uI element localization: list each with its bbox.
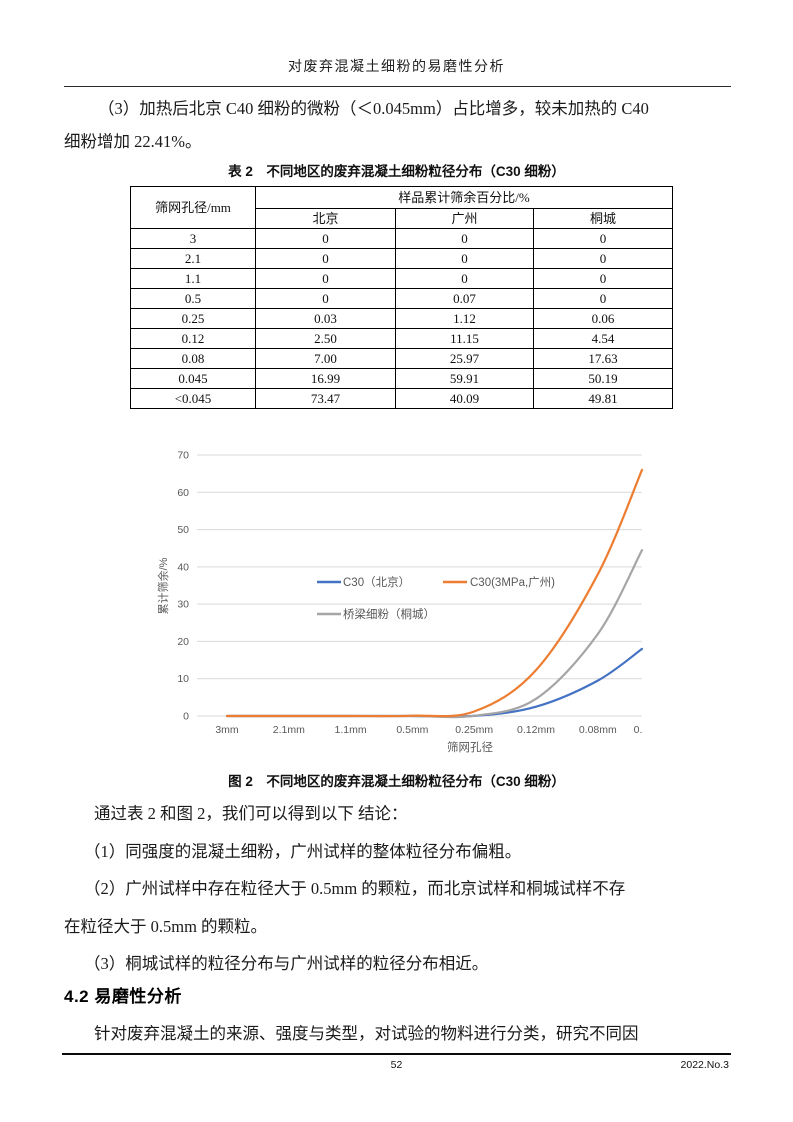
y-tick-label: 0 (183, 711, 189, 723)
x-tick-label: 0.12mm (517, 724, 555, 736)
table-cell: 17.63 (532, 348, 674, 369)
conclusions-paragraphs: 通过表 2 和图 2，我们可以得到以下 结论： （1）同强度的混凝土细粉，广州试样… (64, 795, 733, 983)
table-row: 0.045 16.99 59.91 50.19 (130, 368, 674, 389)
text-line: 针对废弃混凝土的来源、强度与类型，对试验的物料进行分类，研究不同因 (94, 1024, 639, 1043)
table-cell: 0.5 (130, 288, 256, 309)
intro-paragraph: （3）加热后北京 C40 细粉的微粉（＜0.045mm）占比增多，较未加热的 C… (64, 92, 733, 158)
table-row: 2.1 0 0 0 (130, 248, 674, 269)
table-cell: 16.99 (255, 368, 396, 389)
y-tick-label: 50 (177, 524, 189, 536)
table-row: 0.12 2.50 11.15 4.54 (130, 328, 674, 349)
table-cell: 4.54 (532, 328, 674, 349)
x-tick-label: 0.5mm (396, 724, 428, 736)
section-heading: 4.2 易磨性分析 (64, 987, 182, 1006)
column-header-city: 广州 (395, 208, 534, 229)
table-cell: 0 (255, 288, 396, 309)
text-line: 在粒径大于 0.5mm 的颗粒。 (64, 916, 268, 936)
y-axis-title: 累计筛余/% (156, 557, 170, 614)
x-tick-label: 2.1mm (273, 724, 305, 736)
table-cell: 0 (255, 228, 396, 249)
table-cell: 11.15 (395, 328, 534, 349)
table-cell: 49.81 (532, 388, 674, 409)
table-row: 0.08 7.00 25.97 17.63 (130, 348, 674, 369)
table-cell: 0.06 (532, 308, 674, 329)
column-header-city: 北京 (255, 208, 396, 229)
table-cell: 2.1 (130, 248, 256, 269)
column-group-header: 样品累计筛余百分比/% (254, 186, 674, 209)
table-cell: 0.045 (130, 368, 256, 389)
running-header-title: 对废弃混凝土细粉的易磨性分析 (288, 60, 505, 75)
column-header-sieve-size: 筛网孔径/mm (130, 186, 256, 229)
table-cell: 2.50 (255, 328, 396, 349)
table-cell: 0 (532, 268, 674, 289)
particle-size-line-chart: 0 10 20 30 40 50 60 70 3mm 2.1mm 1.1mm 0.5mm 0.25mm 0… (156, 450, 644, 754)
page-number: 52 (390, 1059, 403, 1071)
table-cell: 73.47 (255, 388, 396, 409)
issue-label: 2022.No.3 (680, 1059, 729, 1071)
text-line: （2）广州试样中存在粒径大于 0.5mm 的颗粒，而北京试样和桐城试样不存 (84, 879, 626, 899)
table-cell: 0 (395, 228, 534, 249)
x-tick-label: 0.08mm (579, 724, 617, 736)
table-cell: 1.1 (130, 268, 256, 289)
table-cell: 0 (255, 268, 396, 289)
legend-label: 桥梁细粉（桐城） (343, 607, 435, 621)
text-line: 细粉增加 22.41%。 (64, 132, 202, 151)
table-cell: 59.91 (395, 368, 534, 389)
table-cell: 0 (532, 288, 674, 309)
y-tick-label: 30 (177, 599, 189, 611)
text-line: （3）桐城试样的粒径分布与广州试样的粒径分布相近。 (84, 954, 489, 974)
table-cell: 0.08 (130, 348, 256, 369)
column-header-city: 桐城 (532, 208, 674, 229)
table-cell: 0.12 (130, 328, 256, 349)
table-cell: 50.19 (532, 368, 674, 389)
series-line-1 (225, 468, 644, 718)
x-tick-label: 0.25mm (455, 724, 493, 736)
particle-size-table: 筛网孔径/mm 样品累计筛余百分比/% 北京 广州 桐城 3 0 0 0 2.1 0 0 0 1.1 0 0 0… (130, 186, 674, 409)
header-rule (64, 86, 731, 87)
table-cell: <0.045 (130, 388, 256, 409)
y-tick-label: 20 (177, 636, 189, 648)
y-tick-label: 70 (177, 450, 189, 462)
legend-label: C30(3MPa,广州) (470, 576, 555, 589)
x-tick-label: 1.1mm (335, 724, 367, 736)
footer-rule (62, 1053, 731, 1055)
table-caption: 表 2 不同地区的废弃混凝土细粉粒径分布（C30 细粉） (228, 164, 565, 179)
table-cell: 0.07 (395, 288, 534, 309)
table-row: 1.1 0 0 0 (130, 268, 674, 289)
x-tick-label: 0. (634, 724, 643, 736)
table-cell: 40.09 (395, 388, 534, 409)
y-tick-label: 60 (177, 487, 189, 499)
table-row: <0.045 73.47 40.09 49.81 (130, 388, 674, 409)
table-cell: 7.00 (255, 348, 396, 369)
table-cell: 1.12 (395, 308, 534, 329)
body-paragraph: 针对废弃混凝土的来源、强度与类型，对试验的物料进行分类，研究不同因 (64, 1017, 733, 1050)
table-cell: 0.03 (255, 308, 396, 329)
figure-caption: 图 2 不同地区的废弃混凝土细粉粒径分布（C30 细粉） (228, 774, 565, 789)
table-cell: 0 (395, 248, 534, 269)
text-line: （1）同强度的混凝土细粉，广州试样的整体粒径分布偏粗。 (84, 841, 522, 861)
table-cell: 0.25 (130, 308, 256, 329)
table-cell: 25.97 (395, 348, 534, 369)
table-cell: 0 (532, 228, 674, 249)
x-tick-label: 3mm (215, 724, 239, 736)
text-line: （3）加热后北京 C40 细粉的微粉（＜0.045mm）占比增多，较未加热的 C… (98, 99, 649, 118)
legend-label: C30（北京） (343, 575, 410, 589)
series-line-2 (225, 549, 644, 719)
series-line-0 (225, 647, 644, 718)
table-cell: 3 (130, 228, 256, 249)
table-row: 0.5 0 0.07 0 (130, 288, 674, 309)
text-line: 通过表 2 和图 2，我们可以得到以下 结论： (94, 804, 408, 823)
table-cell: 0 (255, 248, 396, 269)
y-tick-label: 10 (177, 673, 189, 685)
table-cell: 0 (532, 248, 674, 269)
y-tick-label: 40 (177, 561, 189, 573)
table-cell: 0 (395, 268, 534, 289)
figure-2-chart: 0 10 20 30 40 50 60 70 3mm 2.1mm 1.1mm 0.5mm 0.25mm 0… (150, 430, 650, 760)
table-row: 0.25 0.03 1.12 0.06 (130, 308, 674, 329)
x-axis-title: 筛网孔径 (447, 740, 493, 754)
